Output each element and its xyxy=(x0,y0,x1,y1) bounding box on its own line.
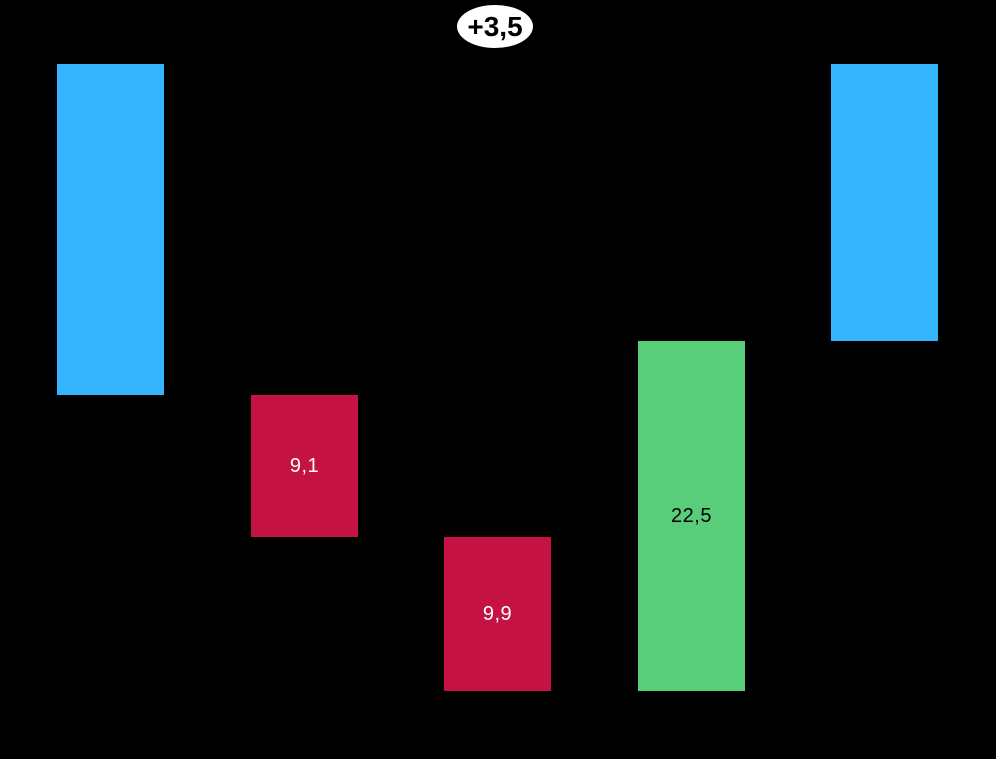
bar-value-label: 22,5 xyxy=(671,504,712,527)
waterfall-bar-decrease-1: 9,1 xyxy=(251,395,358,537)
waterfall-bar-start-total xyxy=(57,64,164,395)
net-change-badge: +3,5 xyxy=(457,5,533,48)
net-change-value: +3,5 xyxy=(467,10,523,42)
waterfall-bar-increase-1: 22,5 xyxy=(638,341,745,691)
waterfall-bar-decrease-2: 9,9 xyxy=(444,537,551,691)
waterfall-bar-end-total xyxy=(831,64,938,341)
bar-value-label: 9,9 xyxy=(482,602,513,625)
bar-value-label: 9,1 xyxy=(289,454,320,477)
